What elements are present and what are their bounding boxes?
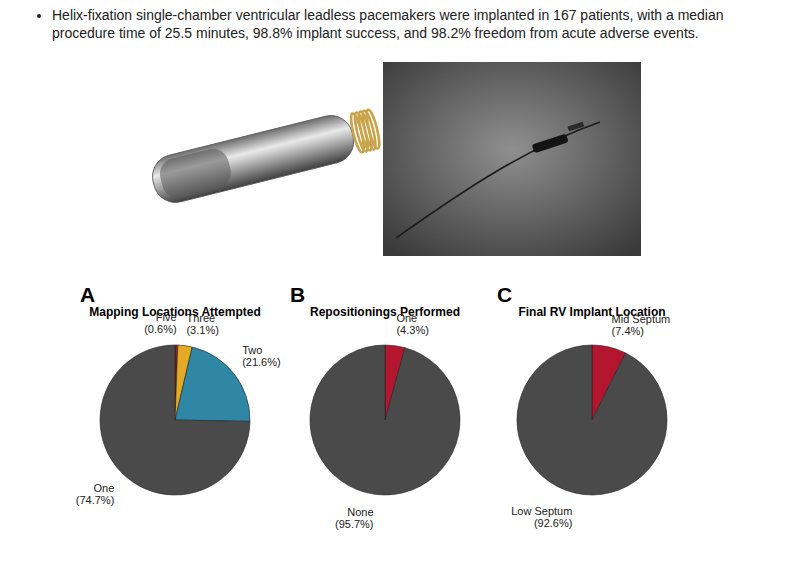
panel-letter: B: [290, 283, 305, 306]
pie-slice: [100, 345, 250, 495]
bullet-text: Helix-fixation single-chamber ventricula…: [52, 6, 754, 42]
fluoro-catheter: [396, 122, 600, 238]
slice-value-label: (21.6%): [242, 356, 281, 368]
slice-value-label: (74.7%): [76, 494, 115, 506]
device-cap: [157, 146, 235, 202]
device-body: [148, 111, 359, 207]
slice-label: Five: [156, 311, 177, 323]
slice-label: One: [94, 482, 115, 494]
device-image: [148, 105, 383, 207]
pie-chart: CFinal RV Implant LocationMid Septum(7.4…: [497, 283, 670, 529]
slice-value-label: (7.4%): [612, 325, 644, 337]
chart-title: Repositionings Performed: [310, 305, 460, 319]
pie-slice: [517, 345, 667, 495]
pie-chart: B Repositionings PerformedOne(4.3%) None(9…: [290, 283, 460, 530]
slice-value-label: (92.6%): [534, 517, 573, 529]
pie-slice: [310, 345, 460, 495]
panel-letter: C: [497, 283, 512, 306]
fluoro-device: [567, 122, 584, 132]
slice-label: None: [347, 506, 373, 518]
slice-label: Mid Septum: [612, 313, 671, 325]
slice-label: Low Septum: [511, 505, 572, 517]
slice-label: One: [396, 312, 417, 324]
panel-letter: A: [80, 283, 95, 306]
figure: AMapping Locations AttemptedFive(0.6%)Th…: [0, 0, 787, 571]
slice-value-label: (95.7%): [335, 518, 374, 530]
device-helix: [364, 109, 381, 150]
fluoro-device: [532, 134, 569, 154]
slice-value-label: (4.3%): [396, 324, 428, 336]
slice-value-label: (0.6%): [144, 323, 176, 335]
slice-label: Three: [186, 312, 215, 324]
bullet-list: Helix-fixation single-chamber ventricula…: [34, 6, 754, 42]
bullet-block: Helix-fixation single-chamber ventricula…: [34, 6, 754, 42]
fluoro-image: [383, 62, 641, 256]
pie-slice: [175, 347, 250, 421]
slice-label: Two: [242, 344, 262, 356]
slice-value-label: (3.1%): [186, 324, 218, 336]
pie-chart: AMapping Locations AttemptedFive(0.6%)Th…: [76, 283, 281, 506]
